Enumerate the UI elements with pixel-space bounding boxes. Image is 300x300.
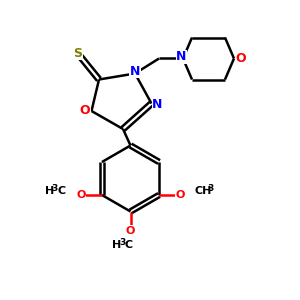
Text: S: S bbox=[74, 46, 82, 60]
Text: O: O bbox=[126, 226, 135, 236]
Text: O: O bbox=[80, 104, 90, 118]
Text: 3: 3 bbox=[119, 238, 125, 247]
Text: O: O bbox=[76, 190, 86, 200]
Text: C: C bbox=[124, 239, 133, 250]
Text: 3: 3 bbox=[52, 184, 58, 193]
Text: N: N bbox=[130, 64, 140, 78]
Text: O: O bbox=[176, 190, 185, 200]
Text: N: N bbox=[152, 98, 163, 112]
Text: O: O bbox=[235, 52, 246, 65]
Text: CH: CH bbox=[194, 186, 211, 196]
Text: 3: 3 bbox=[208, 184, 214, 193]
Text: H: H bbox=[45, 186, 54, 196]
Text: N: N bbox=[176, 50, 187, 64]
Text: C: C bbox=[57, 186, 65, 196]
Text: H: H bbox=[112, 239, 121, 250]
